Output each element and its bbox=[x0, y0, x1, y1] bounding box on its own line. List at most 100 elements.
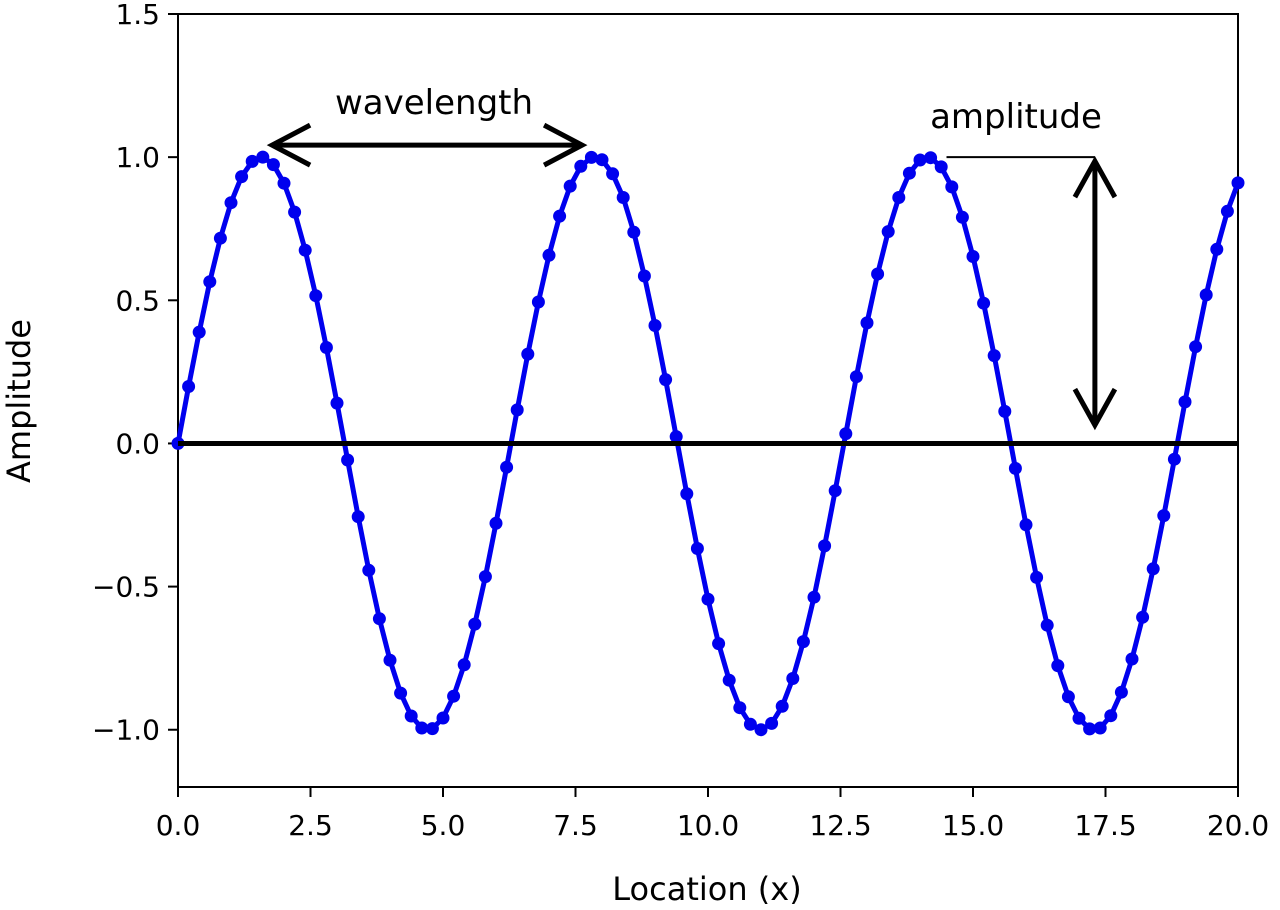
data-point bbox=[489, 516, 503, 530]
data-point bbox=[1157, 509, 1171, 523]
data-point bbox=[765, 716, 779, 730]
data-point bbox=[637, 269, 651, 283]
data-point bbox=[213, 231, 227, 245]
data-point bbox=[892, 191, 906, 204]
data-point bbox=[690, 542, 704, 555]
annotation-layer bbox=[266, 122, 1118, 431]
data-point bbox=[383, 653, 397, 667]
data-point bbox=[849, 370, 863, 384]
data-point bbox=[648, 319, 662, 332]
data-point bbox=[521, 347, 535, 361]
x-tick-label: 12.5 bbox=[809, 809, 871, 842]
series-layer bbox=[171, 150, 1245, 737]
data-point bbox=[743, 717, 757, 731]
data-point bbox=[1008, 461, 1022, 475]
y-tick-label: 1.5 bbox=[115, 0, 160, 31]
data-point bbox=[913, 153, 927, 167]
data-point bbox=[616, 191, 630, 204]
data-point bbox=[839, 427, 853, 441]
data-point bbox=[796, 635, 810, 649]
data-point bbox=[902, 166, 916, 180]
amplitude-arrow-top-head bbox=[1072, 156, 1118, 199]
data-point bbox=[659, 373, 673, 387]
data-point bbox=[341, 453, 355, 467]
amplitude-arrow-bottom-head bbox=[1072, 387, 1118, 431]
x-tick-label: 15.0 bbox=[942, 809, 1004, 842]
data-point bbox=[277, 176, 291, 190]
data-point bbox=[372, 612, 386, 626]
data-point bbox=[712, 637, 726, 651]
data-point bbox=[595, 153, 609, 167]
data-point bbox=[351, 510, 365, 524]
data-point bbox=[1072, 711, 1086, 725]
data-point bbox=[966, 250, 980, 263]
wavelength-arrow-left-head bbox=[266, 122, 312, 168]
data-point bbox=[754, 723, 768, 737]
data-point bbox=[606, 167, 620, 181]
y-axis-ticks: −1.0 −0.5 0.0 0.5 1.0 1.5 bbox=[92, 0, 178, 747]
data-point bbox=[500, 460, 514, 474]
data-point bbox=[1231, 176, 1245, 190]
wavelength-arrow-right-head bbox=[542, 122, 588, 168]
y-axis-title: Amplitude bbox=[0, 319, 38, 483]
x-tick-label: 20.0 bbox=[1207, 809, 1269, 842]
data-point bbox=[924, 151, 938, 165]
data-point bbox=[1019, 518, 1033, 532]
y-tick-label: −0.5 bbox=[92, 571, 160, 604]
x-tick-label: 0.0 bbox=[156, 809, 201, 842]
x-tick-label: 5.0 bbox=[421, 809, 466, 842]
data-point bbox=[574, 159, 588, 173]
data-point bbox=[786, 672, 800, 685]
data-point bbox=[775, 699, 789, 713]
data-point bbox=[987, 349, 1001, 363]
data-point bbox=[436, 711, 450, 725]
data-point bbox=[245, 154, 259, 168]
data-point bbox=[288, 205, 302, 219]
x-tick-label: 7.5 bbox=[553, 809, 598, 842]
data-point bbox=[203, 275, 217, 289]
data-point bbox=[478, 570, 492, 584]
data-point bbox=[1136, 610, 1150, 624]
y-tick-label: −1.0 bbox=[92, 714, 160, 747]
data-point bbox=[319, 341, 333, 354]
data-point bbox=[871, 267, 885, 281]
x-tick-label: 10.0 bbox=[677, 809, 739, 842]
data-point bbox=[468, 617, 482, 631]
data-point bbox=[1210, 242, 1224, 256]
data-point bbox=[224, 196, 238, 210]
data-point bbox=[733, 701, 747, 715]
data-point bbox=[1040, 618, 1054, 632]
data-point bbox=[563, 179, 577, 193]
data-point bbox=[1167, 452, 1181, 466]
data-point bbox=[680, 487, 694, 501]
data-point bbox=[807, 590, 821, 604]
data-point bbox=[1051, 659, 1065, 673]
data-point bbox=[1146, 562, 1160, 576]
data-point bbox=[330, 396, 344, 410]
amplitude-label: amplitude bbox=[930, 97, 1102, 137]
data-point bbox=[818, 539, 832, 553]
data-point bbox=[394, 686, 408, 700]
y-tick-label: 0.5 bbox=[115, 284, 160, 317]
data-point bbox=[309, 289, 323, 303]
data-point bbox=[1220, 204, 1234, 218]
data-point bbox=[881, 225, 895, 239]
data-point bbox=[362, 563, 376, 577]
data-point bbox=[977, 296, 991, 310]
data-point bbox=[998, 404, 1012, 418]
data-point bbox=[722, 673, 736, 687]
data-point bbox=[415, 721, 429, 735]
data-point bbox=[945, 180, 959, 194]
data-point bbox=[584, 150, 598, 164]
data-point bbox=[860, 316, 874, 330]
wavelength-label: wavelength bbox=[335, 83, 533, 123]
data-point bbox=[627, 225, 641, 239]
x-tick-label: 17.5 bbox=[1074, 809, 1136, 842]
data-point bbox=[425, 722, 439, 736]
data-point bbox=[828, 484, 842, 498]
data-point bbox=[1178, 395, 1192, 409]
data-point bbox=[266, 158, 280, 172]
x-axis-title: Location (x) bbox=[612, 870, 801, 908]
data-point bbox=[1104, 709, 1118, 723]
